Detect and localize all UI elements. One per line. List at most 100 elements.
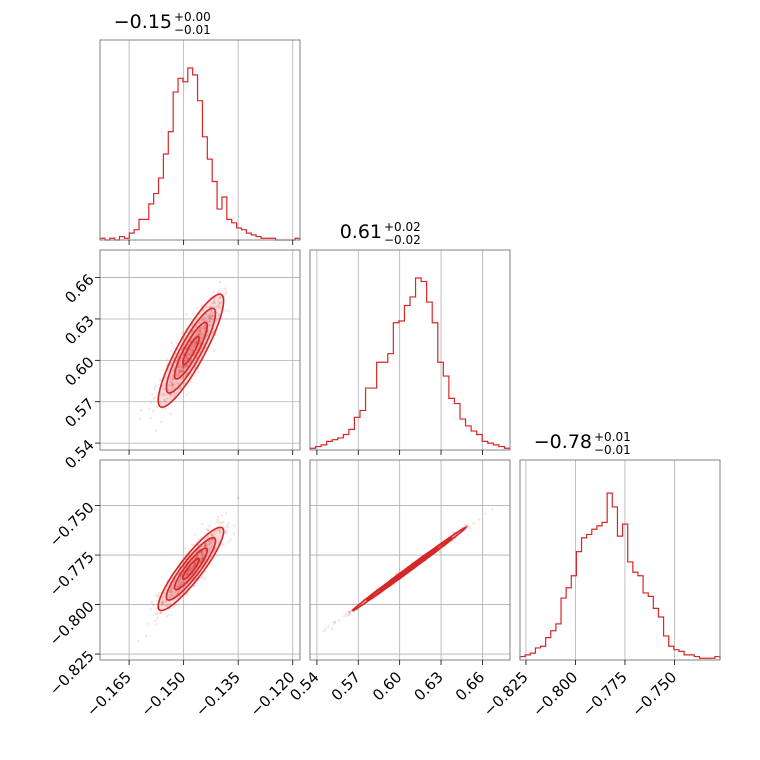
sample-point	[159, 611, 162, 615]
sample-point	[180, 575, 183, 579]
sample-point	[225, 309, 228, 312]
sample-point	[164, 604, 167, 608]
sample-point	[171, 590, 175, 594]
sample-point	[212, 290, 215, 294]
sample-point	[192, 565, 196, 568]
sample-point	[211, 545, 214, 549]
sample-point	[169, 587, 173, 590]
sample-point	[167, 595, 170, 598]
sample-point	[195, 306, 199, 310]
sample-point	[173, 383, 176, 386]
sample-point	[209, 533, 213, 536]
sample-point	[207, 314, 211, 317]
sample-point	[178, 366, 182, 369]
sample-point	[161, 600, 164, 603]
sample-point	[347, 613, 351, 616]
sample-point	[183, 546, 186, 550]
sample-point	[332, 622, 336, 625]
sample-point	[181, 366, 184, 369]
title-plus: +0.01	[594, 430, 631, 444]
sample-point	[170, 349, 173, 353]
sample-point	[180, 369, 184, 373]
sample-point	[209, 314, 213, 318]
histogram-step	[99, 67, 301, 241]
sample-point	[179, 364, 182, 368]
sample-point	[216, 542, 220, 545]
sample-point	[198, 321, 202, 325]
sample-point	[178, 370, 181, 374]
sample-point	[186, 356, 189, 359]
sample-point	[208, 546, 212, 550]
sample-point	[194, 342, 197, 345]
sample-point	[208, 549, 211, 552]
sample-point	[184, 573, 188, 577]
sample-point	[232, 532, 236, 536]
sample-point	[206, 319, 209, 323]
panel-2d-2-0: −0.825−0.800−0.775−0.750	[46, 459, 301, 699]
sample-point	[192, 344, 196, 347]
sample-point	[188, 360, 192, 364]
sample-point	[178, 582, 181, 585]
sample-point	[349, 609, 352, 613]
sample-point	[451, 531, 455, 535]
sample-point	[201, 318, 204, 322]
sample-point	[180, 365, 184, 368]
sample-point	[178, 577, 182, 580]
sample-point	[174, 590, 178, 593]
sample-point	[171, 377, 174, 381]
sample-point	[190, 347, 193, 351]
sample-point	[195, 560, 198, 563]
sample-point	[209, 542, 212, 545]
sample-point	[218, 528, 222, 532]
sample-point	[189, 569, 192, 572]
sample-point	[169, 393, 173, 397]
sample-point	[174, 592, 178, 596]
sample-point	[185, 573, 189, 576]
sample-point	[214, 306, 218, 309]
sample-point	[188, 353, 191, 357]
sample-point	[195, 338, 199, 341]
sample-point	[491, 507, 494, 511]
sample-point	[181, 376, 185, 380]
sample-point	[224, 512, 228, 515]
sample-point	[155, 405, 159, 409]
sample-point	[209, 540, 212, 543]
sample-point	[190, 380, 193, 383]
sample-point	[181, 369, 184, 372]
sample-point	[202, 549, 205, 553]
sample-point	[144, 634, 148, 638]
sample-point	[201, 551, 204, 554]
sample-point	[211, 534, 215, 538]
sample-point	[219, 306, 223, 310]
sample-point	[178, 396, 181, 400]
sample-point	[208, 543, 211, 547]
sample-point	[203, 323, 207, 327]
sample-point	[165, 396, 168, 400]
sample-point	[156, 595, 159, 598]
sample-point	[182, 365, 186, 368]
sample-point	[163, 383, 166, 387]
x-tick-label: 0.63	[411, 668, 447, 704]
sample-point	[211, 539, 215, 542]
sample-point	[217, 313, 220, 317]
sample-point	[181, 370, 184, 374]
sample-point	[227, 541, 231, 544]
sample-point	[203, 316, 207, 319]
sample-point	[207, 315, 211, 318]
sample-point	[204, 545, 207, 548]
sample-point	[199, 340, 202, 344]
sample-point	[155, 607, 159, 611]
sample-point	[193, 584, 196, 588]
sample-point	[179, 371, 183, 374]
sample-point	[216, 317, 220, 321]
sample-point	[150, 393, 154, 396]
sample-point	[184, 573, 188, 576]
sample-point	[184, 355, 188, 358]
sample-point	[205, 305, 208, 309]
sample-point	[225, 524, 228, 528]
sample-point	[185, 357, 189, 361]
sample-point	[465, 524, 468, 528]
sample-point	[171, 382, 174, 386]
sample-point	[183, 381, 187, 385]
